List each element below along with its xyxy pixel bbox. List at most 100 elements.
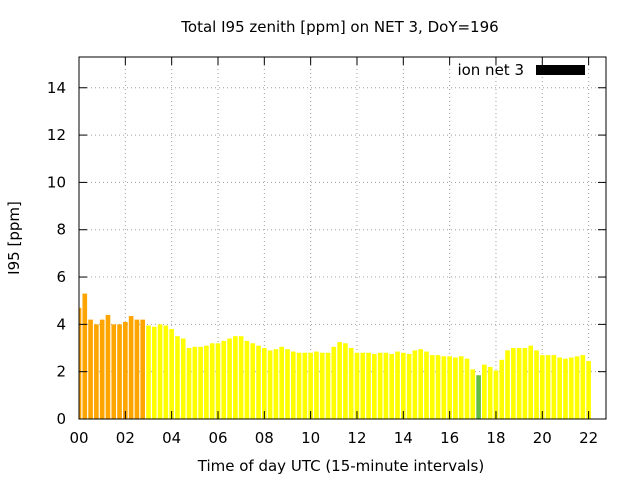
bar <box>360 352 366 419</box>
bar <box>522 348 528 419</box>
bar <box>140 319 146 419</box>
bar <box>192 346 198 419</box>
x-tick-label: 12 <box>347 429 366 447</box>
bar <box>134 319 140 419</box>
chart-title: Total I95 zenith [ppm] on NET 3, DoY=196 <box>180 18 498 36</box>
bar <box>256 345 261 419</box>
bar <box>499 359 505 419</box>
bar <box>412 350 418 419</box>
bar <box>545 355 551 419</box>
bar <box>418 349 423 419</box>
bar <box>169 329 174 419</box>
bar <box>198 346 203 419</box>
bar <box>406 353 412 419</box>
bar <box>88 319 93 419</box>
y-tick-label: 14 <box>47 79 66 97</box>
bar <box>534 350 539 419</box>
bar <box>337 342 342 419</box>
bar <box>470 369 476 419</box>
bar <box>563 358 568 419</box>
bar <box>285 349 290 419</box>
bar <box>366 352 371 419</box>
bar <box>267 350 273 419</box>
bar <box>424 351 429 419</box>
bar <box>79 307 82 419</box>
bar <box>568 357 574 419</box>
plot-frame <box>78 56 607 420</box>
bar <box>586 361 591 419</box>
bar <box>331 346 337 419</box>
bar <box>482 364 487 419</box>
x-tick-label: 02 <box>116 429 135 447</box>
bar <box>429 355 435 419</box>
bar <box>296 352 302 419</box>
bar <box>180 338 186 419</box>
bar <box>528 345 534 419</box>
bar <box>233 336 238 419</box>
bar <box>244 340 250 419</box>
bar <box>395 351 400 419</box>
y-tick-label: 2 <box>56 363 66 381</box>
bar <box>354 352 360 419</box>
bar <box>539 355 545 419</box>
bar <box>123 321 128 419</box>
bar <box>262 348 267 419</box>
bar <box>302 352 308 419</box>
x-tick-label: 08 <box>255 429 274 447</box>
bar <box>377 352 383 419</box>
y-tick-label: 8 <box>56 221 66 239</box>
y-tick-label: 6 <box>56 268 66 286</box>
bar <box>453 357 458 419</box>
bar <box>441 356 447 419</box>
bar <box>493 370 499 419</box>
bar <box>325 352 331 419</box>
legend-swatch <box>536 65 585 75</box>
bar <box>175 336 180 419</box>
bar <box>551 355 557 419</box>
bar <box>250 343 256 419</box>
x-axis-label: Time of day UTC (15-minute intervals) <box>197 457 484 475</box>
bar <box>94 324 99 419</box>
bar <box>117 324 122 419</box>
x-ticks: 00 02 04 06 08 10 12 14 16 18 20 22 <box>69 57 598 447</box>
y-ticks: 0 2 4 6 8 10 12 14 <box>47 79 606 428</box>
bar <box>204 345 209 419</box>
x-tick-label: 16 <box>440 429 459 447</box>
bar <box>111 324 117 419</box>
legend: ion net 3 <box>457 61 585 79</box>
x-tick-label: 18 <box>486 429 505 447</box>
bar <box>435 355 441 419</box>
bar <box>215 343 221 419</box>
y-tick-label: 4 <box>56 315 66 333</box>
bar <box>348 348 354 419</box>
bar <box>238 336 244 419</box>
bar <box>458 356 464 419</box>
bar <box>389 353 395 419</box>
legend-label: ion net 3 <box>457 61 524 79</box>
x-tick-label: 06 <box>208 429 227 447</box>
bar <box>447 356 452 419</box>
bar <box>580 355 586 419</box>
bar <box>82 293 88 419</box>
x-tick-label: 20 <box>533 429 552 447</box>
bar <box>557 357 562 419</box>
x-tick-label: 14 <box>394 429 413 447</box>
bar <box>383 352 389 419</box>
x-tick-label: 00 <box>69 429 88 447</box>
bar <box>464 358 470 419</box>
y-tick-label: 12 <box>47 126 66 144</box>
bar <box>221 340 227 419</box>
bar <box>372 353 377 419</box>
bars <box>79 293 591 419</box>
bar <box>290 351 296 419</box>
bar <box>319 352 325 419</box>
y-tick-label: 10 <box>47 173 66 191</box>
bar <box>511 348 516 419</box>
bar <box>343 343 348 419</box>
bar <box>476 375 481 419</box>
bar <box>314 351 319 419</box>
bar <box>105 314 111 419</box>
y-tick-label: 0 <box>56 410 66 428</box>
bar <box>279 346 285 419</box>
x-tick-label: 04 <box>162 429 181 447</box>
